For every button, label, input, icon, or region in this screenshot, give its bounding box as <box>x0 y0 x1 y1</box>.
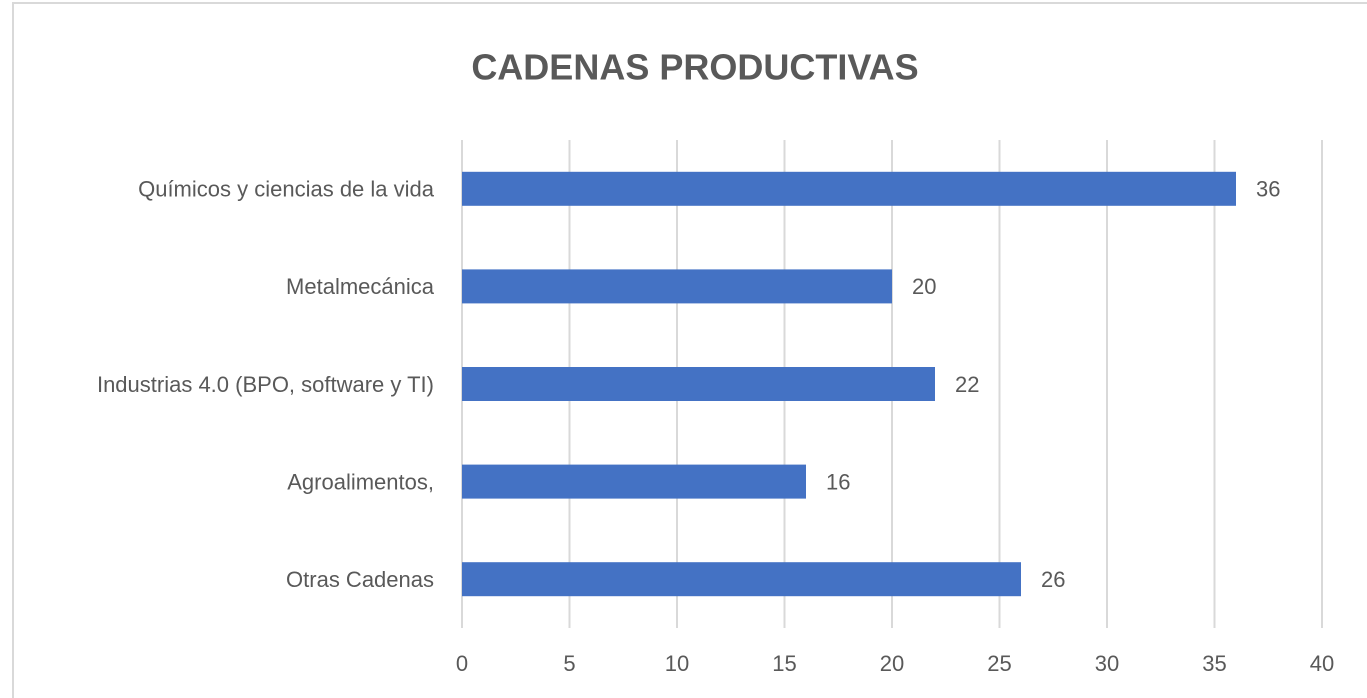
data-label: 26 <box>1041 567 1065 592</box>
chart-title: CADENAS PRODUCTIVAS <box>471 47 918 88</box>
bar <box>462 562 1021 597</box>
y-tick-label: Metalmecánica <box>286 274 435 299</box>
x-tick-label: 35 <box>1202 651 1226 676</box>
y-tick-label: Industrias 4.0 (BPO, software y TI) <box>97 372 434 397</box>
x-tick-label: 15 <box>772 651 796 676</box>
bar <box>462 171 1236 206</box>
y-tick-label: Agroalimentos, <box>287 469 434 494</box>
x-tick-label: 5 <box>563 651 575 676</box>
bar <box>462 269 892 304</box>
x-tick-label: 40 <box>1310 651 1334 676</box>
data-label: 36 <box>1256 177 1280 202</box>
x-tick-label: 30 <box>1095 651 1119 676</box>
x-tick-label: 10 <box>665 651 689 676</box>
bar <box>462 367 935 401</box>
data-label: 16 <box>826 469 850 494</box>
x-tick-label: 20 <box>880 651 904 676</box>
y-tick-label: Químicos y ciencias de la vida <box>138 177 435 202</box>
bar <box>462 464 806 499</box>
data-label: 22 <box>955 372 979 397</box>
data-label: 20 <box>912 274 936 299</box>
y-tick-label: Otras Cadenas <box>286 567 434 592</box>
x-tick-label: 25 <box>987 651 1011 676</box>
x-tick-label: 0 <box>456 651 468 676</box>
